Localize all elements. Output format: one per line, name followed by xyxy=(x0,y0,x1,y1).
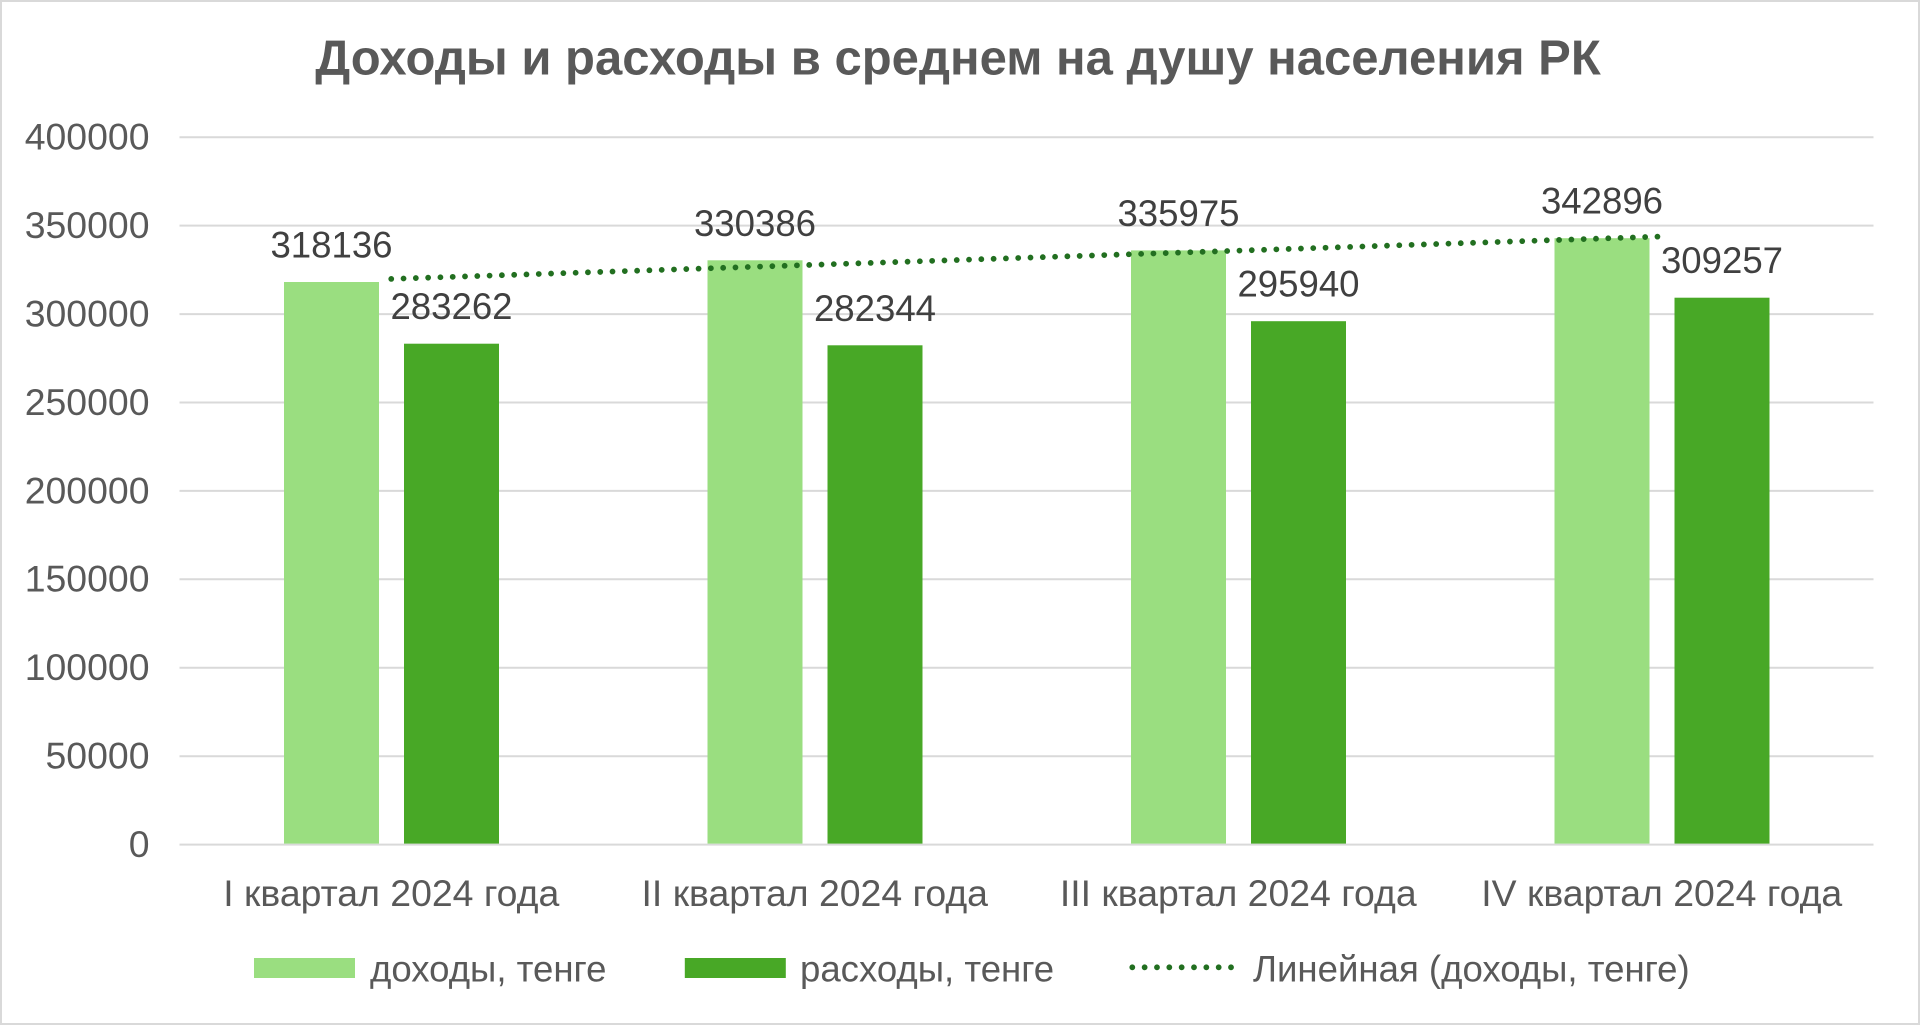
svg-text:330386: 330386 xyxy=(694,203,816,244)
svg-text:I квартал 2024 года: I квартал 2024 года xyxy=(223,872,559,914)
svg-text:318136: 318136 xyxy=(270,225,392,266)
svg-text:250000: 250000 xyxy=(25,381,150,423)
svg-text:282344: 282344 xyxy=(814,288,936,329)
svg-text:расходы, тенге: расходы, тенге xyxy=(800,949,1054,990)
svg-text:342896: 342896 xyxy=(1541,181,1663,222)
svg-text:Доходы и расходы в среднем на: Доходы и расходы в среднем на душу насел… xyxy=(315,31,1601,85)
svg-text:100000: 100000 xyxy=(25,646,150,688)
svg-text:350000: 350000 xyxy=(25,204,150,246)
svg-text:IV квартал 2024 года: IV квартал 2024 года xyxy=(1481,872,1842,914)
svg-text:III квартал 2024 года: III квартал 2024 года xyxy=(1060,872,1417,914)
svg-text:400000: 400000 xyxy=(25,116,150,158)
svg-text:II квартал 2024 года: II квартал 2024 года xyxy=(642,872,989,914)
svg-text:доходы, тенге: доходы, тенге xyxy=(370,949,606,990)
svg-text:335975: 335975 xyxy=(1117,193,1239,234)
svg-text:283262: 283262 xyxy=(390,286,512,327)
svg-text:295940: 295940 xyxy=(1237,264,1359,305)
svg-text:Линейная (доходы, тенге): Линейная (доходы, тенге) xyxy=(1253,949,1690,990)
svg-text:200000: 200000 xyxy=(25,469,150,511)
svg-text:50000: 50000 xyxy=(46,735,150,777)
svg-text:0: 0 xyxy=(129,823,150,865)
svg-text:300000: 300000 xyxy=(25,293,150,335)
svg-text:309257: 309257 xyxy=(1661,240,1783,281)
svg-text:150000: 150000 xyxy=(25,558,150,600)
